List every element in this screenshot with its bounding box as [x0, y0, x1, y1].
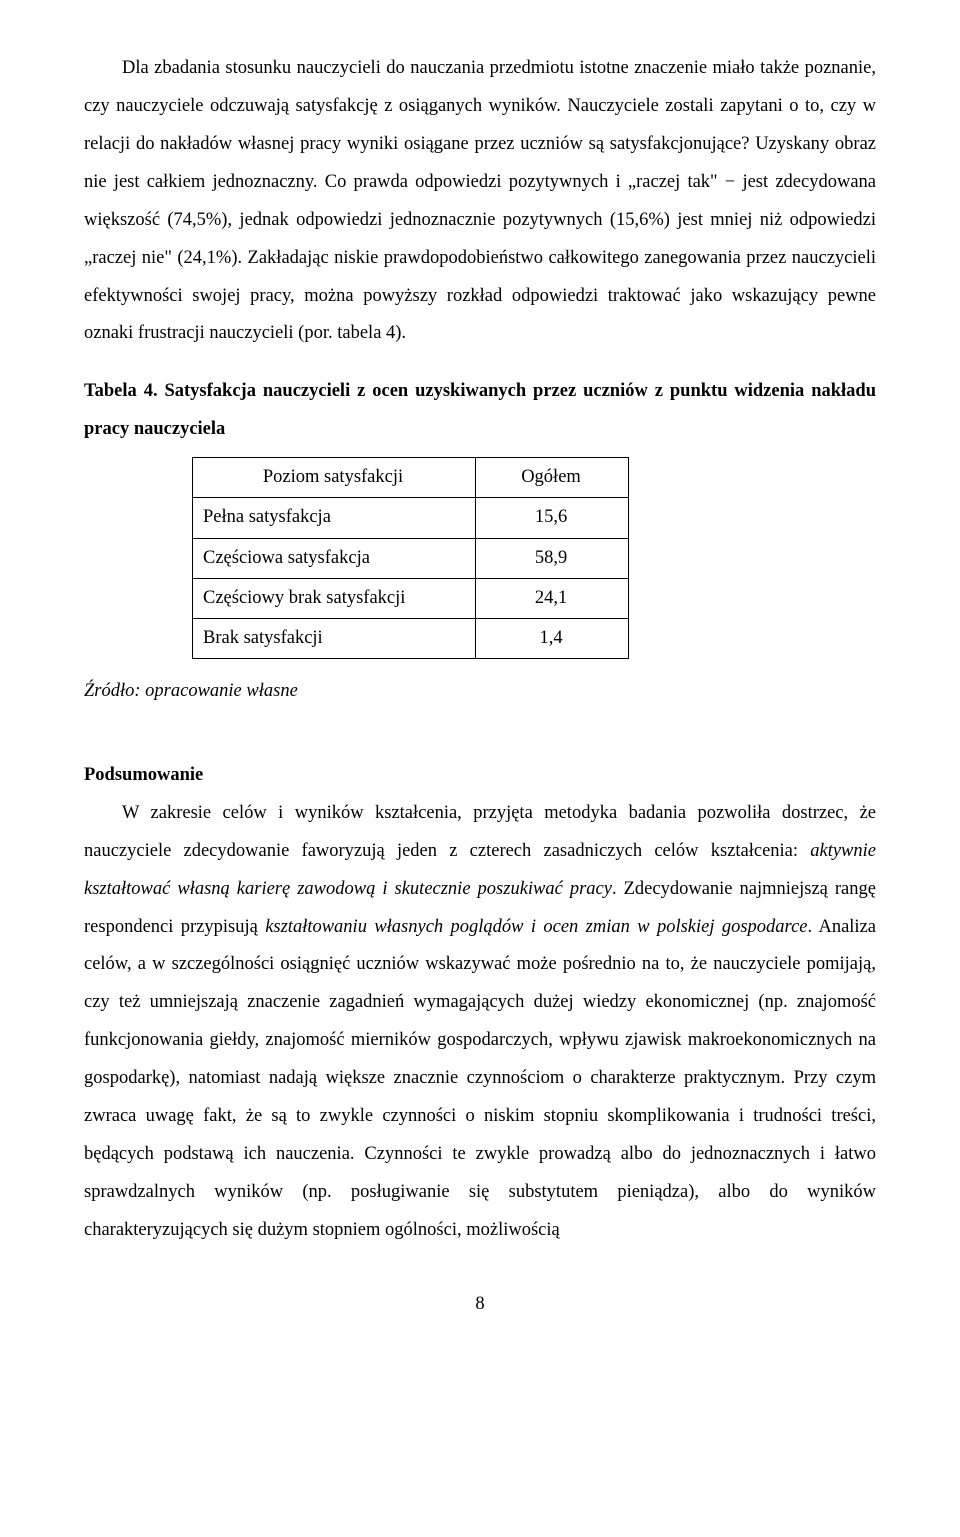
table-header-col2: Ogółem	[476, 458, 629, 498]
spacer	[84, 353, 876, 373]
table-source: Źródło: opracowanie własne	[84, 673, 876, 711]
satisfaction-table: Poziom satysfakcji Ogółem Pełna satysfak…	[192, 457, 629, 659]
table-row: Częściowy brak satysfakcji 24,1	[193, 578, 629, 618]
table-cell-label: Pełna satysfakcja	[193, 498, 476, 538]
table-row: Częściowa satysfakcja 58,9	[193, 538, 629, 578]
spacer	[84, 729, 876, 749]
table-4: Poziom satysfakcji Ogółem Pełna satysfak…	[84, 457, 876, 659]
page-number: 8	[84, 1286, 876, 1324]
document-page: Dla zbadania stosunku nauczycieli do nau…	[0, 0, 960, 1364]
text-run-italic: kształtowaniu własnych poglądów i ocen z…	[265, 917, 807, 937]
paragraph-summary: W zakresie celów i wyników kształcenia, …	[84, 795, 876, 1250]
table-cell-value: 1,4	[476, 618, 629, 658]
text-run: W zakresie celów i wyników kształcenia, …	[84, 803, 876, 861]
text-run: . Analiza celów, a w szczególności osiąg…	[84, 917, 876, 1240]
table-header-col1: Poziom satysfakcji	[193, 458, 476, 498]
table-row: Brak satysfakcji 1,4	[193, 618, 629, 658]
table-cell-label: Brak satysfakcji	[193, 618, 476, 658]
table-header-row: Poziom satysfakcji Ogółem	[193, 458, 629, 498]
table-cell-label: Częściowa satysfakcja	[193, 538, 476, 578]
table-cell-value: 24,1	[476, 578, 629, 618]
table-cell-value: 58,9	[476, 538, 629, 578]
paragraph-intro: Dla zbadania stosunku nauczycieli do nau…	[84, 50, 876, 353]
table-caption: Tabela 4. Satysfakcja nauczycieli z ocen…	[84, 373, 876, 449]
section-heading-summary: Podsumowanie	[84, 757, 876, 795]
table-row: Pełna satysfakcja 15,6	[193, 498, 629, 538]
table-cell-label: Częściowy brak satysfakcji	[193, 578, 476, 618]
table-cell-value: 15,6	[476, 498, 629, 538]
